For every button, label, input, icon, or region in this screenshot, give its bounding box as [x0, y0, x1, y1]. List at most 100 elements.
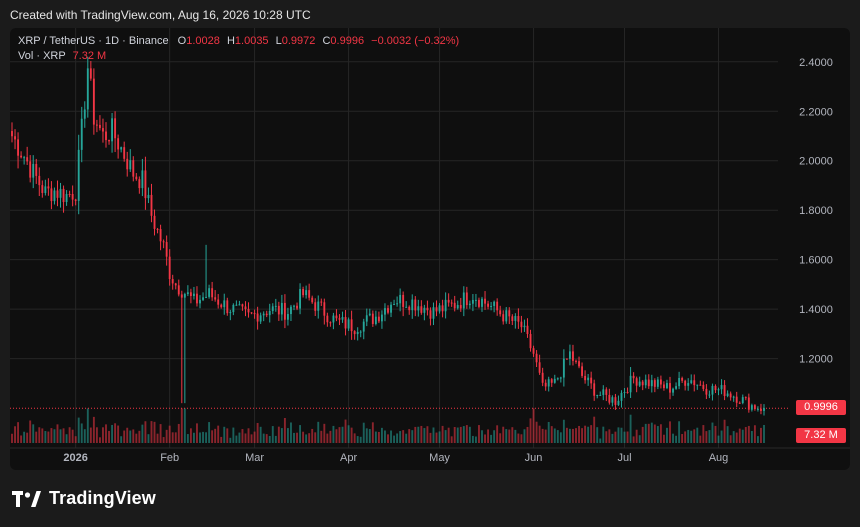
candle-body	[35, 163, 38, 176]
candle-body	[493, 301, 496, 306]
candle-body	[74, 199, 77, 201]
candle-body	[441, 305, 444, 312]
volume-bar	[38, 427, 41, 443]
candle-body	[271, 306, 274, 312]
candle-body	[223, 300, 226, 308]
candle-body	[108, 140, 110, 142]
price-chart[interactable]: 2.4000 2.2000 2.0000 1.8000 1.6000 1.4000 1.20…	[10, 28, 850, 470]
volume-bar	[687, 429, 690, 443]
volume-bar	[659, 424, 662, 443]
volume-bar	[26, 432, 29, 443]
volume-bar	[168, 425, 171, 443]
volume-bar	[602, 426, 605, 443]
volume-bar	[235, 435, 238, 443]
volume-bar	[189, 428, 192, 443]
volume-bar	[429, 432, 432, 443]
volume-bar	[126, 427, 129, 443]
candle-body	[520, 321, 523, 328]
volume-bar	[544, 429, 547, 443]
volume-bar	[138, 430, 141, 443]
candle-body	[320, 301, 323, 303]
volume-bar	[535, 421, 538, 443]
volume-bar	[462, 426, 465, 443]
axis-labels: 2.4000 2.2000 2.0000 1.8000 1.6000 1.4000 1.20…	[63, 57, 832, 464]
candle-body	[532, 348, 535, 354]
candle-body	[617, 400, 620, 405]
candle-body	[626, 392, 629, 394]
candle-body	[535, 353, 538, 363]
candle-body	[47, 186, 50, 189]
candle-body	[199, 299, 201, 304]
volume-bar	[760, 427, 762, 443]
volume-bar	[587, 426, 590, 443]
candle-body	[311, 297, 314, 303]
candle-body	[387, 308, 389, 313]
candle-body	[629, 375, 632, 393]
volume-bar	[590, 425, 593, 443]
candle-body	[202, 297, 204, 300]
volume-bar	[250, 434, 253, 443]
volume-bar	[180, 408, 183, 443]
candle-body	[681, 378, 684, 381]
candle-body	[165, 242, 168, 257]
candle-body	[368, 313, 371, 316]
volume-bar	[675, 435, 678, 443]
volume-bar	[699, 435, 702, 443]
candle-body	[647, 379, 650, 387]
volume-bar	[493, 430, 496, 443]
candle-body	[102, 128, 104, 132]
candle-body	[611, 397, 614, 403]
chart-panel[interactable]: 2.4000 2.2000 2.0000 1.8000 1.6000 1.4000 1.20…	[10, 28, 850, 470]
candle-body	[426, 307, 429, 311]
volume-bar	[71, 429, 74, 443]
volume-bar	[396, 433, 399, 443]
volume-bar	[359, 436, 362, 443]
candle-body	[723, 385, 726, 397]
volume-bar	[147, 434, 150, 443]
volume-bar	[350, 427, 353, 443]
legend-change: −0.0032 (−0.32%)	[371, 35, 460, 47]
volume-bar	[490, 434, 493, 443]
volume-bar	[296, 432, 298, 443]
volume-bar	[95, 427, 98, 443]
volume-bar	[608, 429, 611, 443]
volume-bar	[611, 433, 614, 443]
volume-bar	[753, 425, 756, 443]
volume-bar	[414, 426, 417, 443]
legend-volume-row: Vol · XRP 7.32 M	[18, 49, 463, 64]
candle-body	[517, 316, 520, 322]
volume-bar	[74, 436, 77, 443]
volume-bar	[29, 420, 32, 443]
candle-body	[32, 163, 35, 178]
volume-bar	[732, 431, 735, 443]
volume-bar	[65, 434, 68, 443]
candle-body	[89, 68, 92, 79]
volume-bar	[650, 422, 653, 443]
volume-bar	[550, 426, 553, 443]
candle-body	[608, 394, 611, 403]
candle-body	[296, 305, 298, 309]
candle-body	[268, 311, 271, 316]
candle-body	[411, 299, 414, 311]
candle-body	[168, 256, 171, 280]
candle-body	[390, 304, 392, 313]
volume-bar	[605, 431, 608, 443]
volume-bar	[402, 430, 405, 443]
volume-bar	[174, 432, 177, 443]
candle-body	[365, 315, 368, 322]
candle-body	[526, 325, 529, 334]
y-tick-label: 2.4000	[799, 57, 833, 69]
candle-body	[456, 305, 459, 309]
volume-bar	[575, 428, 577, 443]
volume-bar	[696, 427, 699, 443]
volume-bar	[726, 426, 729, 443]
candle-body	[508, 310, 511, 317]
volume-bar	[17, 422, 20, 443]
candle-body	[247, 309, 250, 313]
volume-bar	[705, 431, 708, 443]
candle-body	[326, 315, 329, 323]
candle-body	[423, 307, 426, 313]
volume-bar	[144, 421, 147, 443]
volume-bar	[371, 422, 374, 443]
candle-body	[232, 304, 235, 313]
